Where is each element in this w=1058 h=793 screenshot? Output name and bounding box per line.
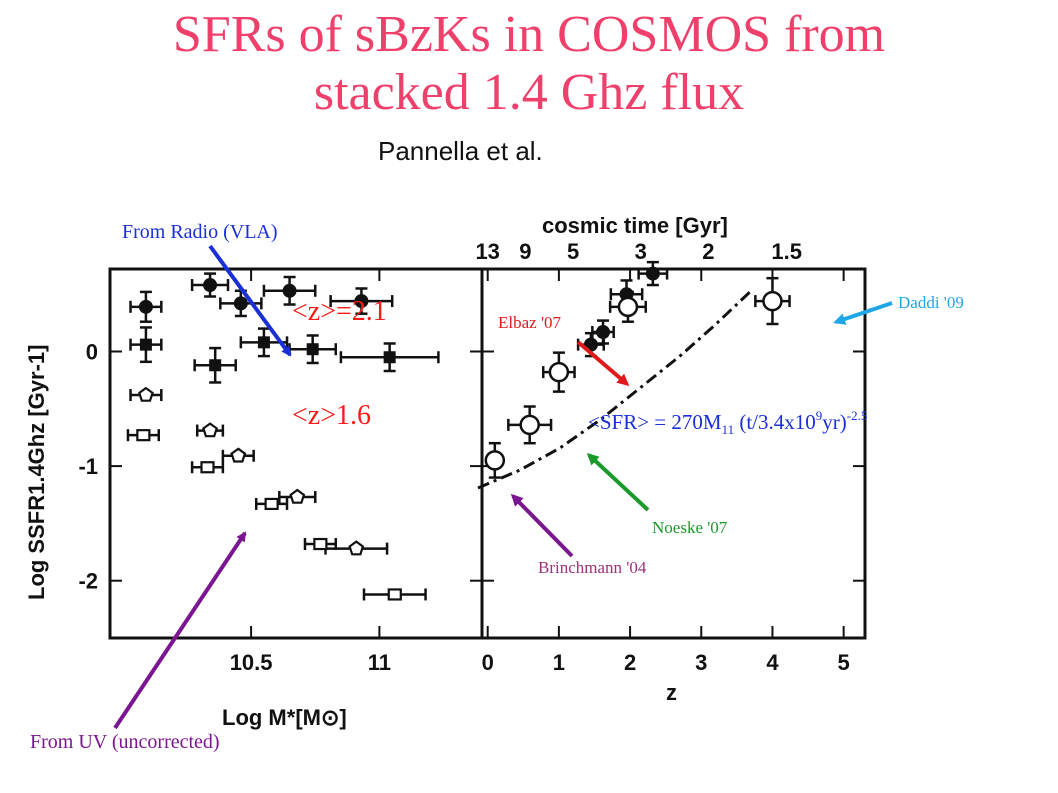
left-axis-ticks: 10.5 11 0 -1 -2 (78, 269, 482, 675)
sfr-formula: <SFR> = 270M11 (t/3.4x109yr)-2.5 (588, 408, 867, 437)
left-series-1-point-3 (288, 334, 338, 365)
left-series-3-point-4 (362, 588, 427, 601)
right-top-tick-label-3: 3 (635, 239, 647, 264)
left-series-0-point-1 (190, 272, 230, 298)
right-top-tick-label-4: 2 (702, 239, 714, 264)
right-xtick-label-4: 4 (766, 650, 779, 675)
right-xtick-label-5: 5 (838, 650, 850, 675)
right-top-tick-label-5: 1.5 (771, 239, 802, 264)
z21-label: <z>=2.1 (292, 296, 387, 327)
right-panel-marks (484, 260, 791, 479)
right-series-0-point-3 (637, 260, 669, 287)
left-series-2-point-1 (195, 422, 225, 438)
right-x-axis-label: z (666, 680, 677, 705)
left-y-axis-label: Log SSFR1.4Ghz [Gyr-1] (24, 345, 49, 600)
right-top-axis-label: cosmic time [Gyr] (542, 213, 728, 238)
uv-annotation: From UV (uncorrected) (30, 731, 220, 753)
left-ytick-label-1: -1 (78, 454, 98, 479)
sfr-formula-sup1: 9 (816, 408, 823, 423)
left-series-3-point-1 (190, 461, 225, 474)
daddi-label: Daddi '09 (898, 293, 964, 312)
right-series-1-point-3 (608, 290, 647, 323)
left-series-1-point-1 (193, 346, 237, 384)
title-line-2: stacked 1.4 Ghz flux (313, 64, 745, 121)
noeske-label: Noeske '07 (652, 518, 728, 537)
left-series-2-point-0 (129, 386, 163, 402)
right-axis-ticks: 0 1 2 3 4 5 13 9 5 3 2 1.5 (475, 239, 865, 675)
sfr-formula-sub: 11 (722, 422, 735, 437)
right-series-1-point-0 (484, 441, 506, 479)
right-series-1-point-2 (541, 351, 576, 393)
left-x-axis-label: Log M*[M⊙] (222, 705, 347, 730)
right-xtick-label-3: 3 (695, 650, 707, 675)
radio-arrow (208, 244, 292, 357)
sfr-formula-c: yr) (822, 410, 847, 434)
right-top-tick-label-0: 13 (475, 239, 499, 264)
elbaz-label: Elbaz '07 (498, 313, 562, 332)
left-xtick-label-1: 11 (368, 650, 391, 675)
left-series-1-point-0 (129, 326, 163, 364)
left-series-2-point-3 (278, 488, 317, 504)
left-series-0-point-0 (129, 290, 163, 323)
page-title: SFRs of sBzKs in COSMOS from stacked 1.4… (0, 6, 1058, 122)
left-series-3-point-2 (254, 497, 289, 511)
sfr-fit-curve (477, 288, 754, 490)
right-xtick-label-1: 1 (553, 650, 565, 675)
sfr-formula-a: <SFR> = 270M (588, 410, 722, 434)
sfr-formula-b: (t/3.4x10 (734, 410, 816, 434)
right-series-0-point-1 (591, 319, 615, 345)
left-series-3-point-3 (303, 537, 338, 551)
daddi-arrow (833, 301, 893, 325)
right-series-1-point-4 (754, 276, 791, 326)
brinchmann-arrow (510, 493, 574, 558)
right-top-tick-label-2: 5 (567, 239, 579, 264)
left-series-1-point-4 (339, 342, 440, 373)
sfr-formula-sup2: -2.5 (847, 408, 868, 423)
z16-label: <z>1.6 (292, 400, 371, 431)
brinchmann-label: Brinchmann '04 (538, 558, 647, 577)
right-xtick-label-2: 2 (624, 650, 636, 675)
right-panel-frame (480, 267, 867, 640)
left-panel-marks (126, 272, 440, 601)
elbaz-arrow (576, 340, 630, 386)
left-series-0-point-4 (329, 287, 394, 315)
title-line-1: SFRs of sBzKs in COSMOS from (172, 6, 886, 63)
left-series-0-point-2 (219, 289, 263, 318)
right-series-1-point-1 (507, 405, 553, 445)
right-xtick-label-0: 0 (482, 650, 494, 675)
left-series-2-point-2 (221, 447, 255, 463)
radio-annotation: From Radio (VLA) (122, 221, 278, 243)
left-ytick-label-2: -2 (78, 569, 98, 594)
uv-arrow (113, 531, 247, 730)
credit-text: Pannella et al. (378, 136, 543, 166)
left-ytick-label-0: 0 (86, 340, 98, 365)
noeske-arrow (586, 452, 650, 512)
left-series-3-point-0 (126, 429, 160, 442)
right-top-tick-label-1: 9 (519, 239, 531, 264)
left-series-0-point-3 (262, 275, 317, 306)
left-xtick-label-0: 10.5 (230, 650, 273, 675)
